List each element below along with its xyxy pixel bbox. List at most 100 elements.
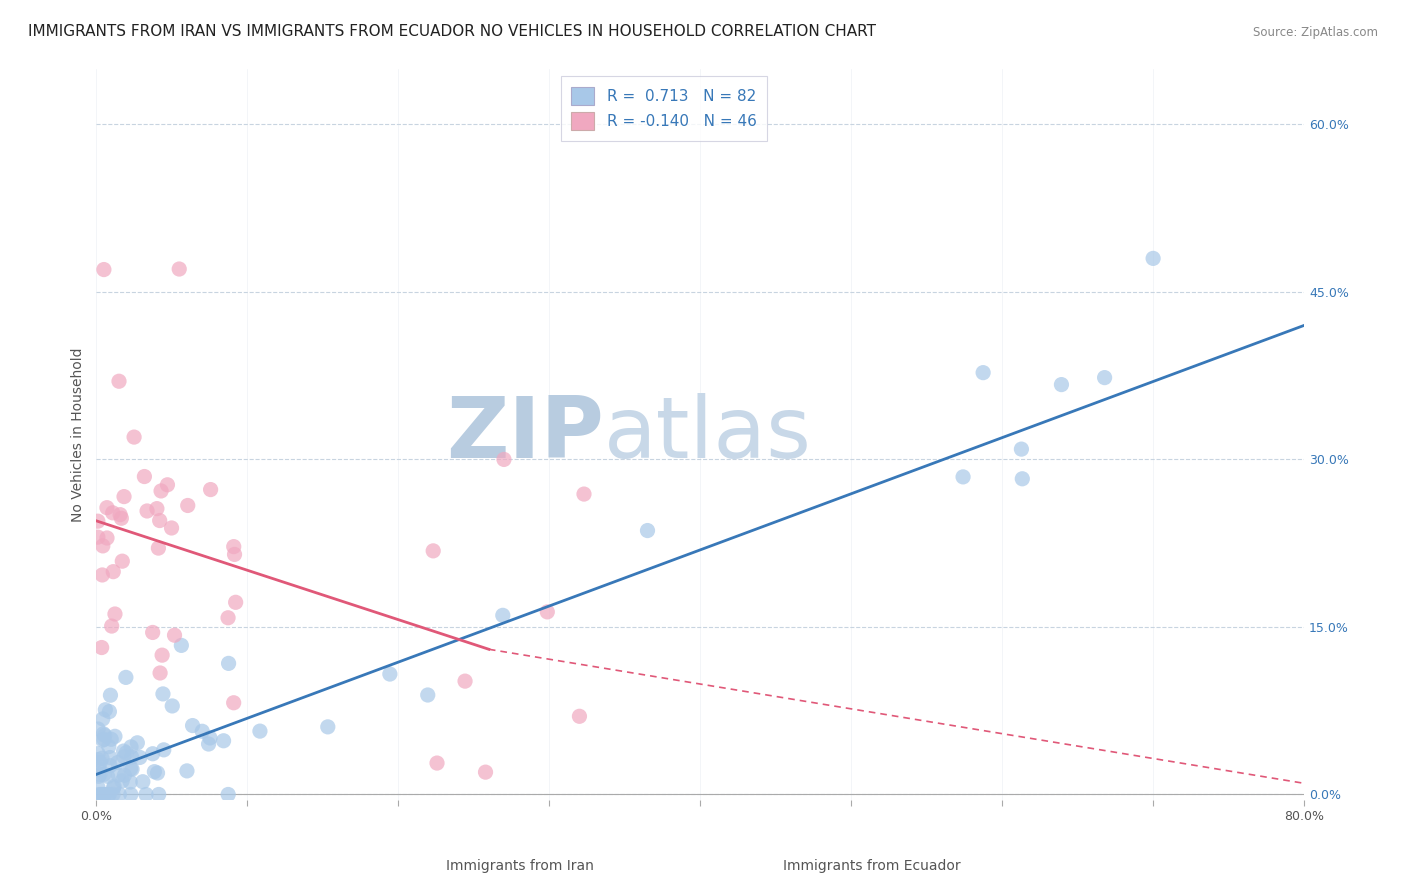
Point (150, 483, 173, 498)
Point (378, 667, 401, 681)
Point (91, 712, 114, 726)
Point (110, 511, 132, 525)
Point (87, 530, 110, 544)
Point (536, 605, 558, 619)
Point (112, 744, 135, 758)
Point (120, 775, 142, 789)
Point (637, 524, 659, 538)
Point (146, 501, 169, 516)
Point (90, 788, 112, 802)
Point (120, 739, 142, 754)
Point (93, 727, 115, 741)
Point (198, 731, 221, 745)
Point (218, 657, 240, 671)
Point (100, 688, 122, 702)
Point (93, 262, 115, 277)
Point (426, 756, 449, 770)
Point (1050, 377, 1073, 392)
Point (163, 628, 186, 642)
Point (162, 698, 184, 713)
Point (93, 767, 115, 781)
Point (492, 452, 515, 467)
Point (120, 788, 142, 802)
Point (87, 788, 110, 802)
Point (217, 611, 239, 625)
Point (89, 756, 111, 770)
Text: atlas: atlas (603, 392, 811, 475)
Point (96, 500, 118, 515)
Point (91, 733, 114, 747)
Point (249, 724, 271, 739)
Point (111, 773, 134, 788)
Point (97, 769, 120, 783)
Point (136, 504, 159, 518)
Point (181, 718, 204, 732)
Point (212, 733, 235, 747)
Text: ZIP: ZIP (446, 392, 603, 475)
Point (94, 703, 117, 717)
Point (107, 756, 129, 770)
Text: IMMIGRANTS FROM IRAN VS IMMIGRANTS FROM ECUADOR NO VEHICLES IN HOUSEHOLD CORRELA: IMMIGRANTS FROM IRAN VS IMMIGRANTS FROM … (28, 24, 876, 38)
Point (104, 607, 127, 621)
Point (200, 483, 222, 497)
Point (222, 540, 245, 554)
Point (112, 490, 135, 504)
Point (97, 788, 120, 802)
Point (217, 788, 239, 802)
Point (90, 640, 112, 655)
Point (104, 729, 127, 743)
Point (146, 766, 169, 780)
Point (224, 548, 246, 562)
Point (115, 746, 138, 760)
Point (108, 788, 131, 802)
Point (135, 788, 157, 802)
Point (121, 750, 143, 764)
Point (132, 774, 155, 789)
Point (142, 625, 165, 640)
Point (152, 743, 174, 757)
Text: Immigrants from Iran: Immigrants from Iran (446, 859, 595, 872)
Point (108, 374, 131, 388)
Point (93, 788, 115, 802)
Point (422, 544, 444, 558)
Point (91, 568, 114, 582)
Point (93, 732, 115, 747)
Point (96, 531, 118, 545)
Point (167, 262, 190, 277)
Point (191, 724, 214, 739)
Point (150, 648, 173, 662)
Point (568, 709, 591, 723)
Point (222, 696, 245, 710)
Point (1011, 472, 1033, 486)
Point (454, 674, 477, 689)
Point (101, 506, 124, 520)
Text: Immigrants from Ecuador: Immigrants from Ecuador (783, 859, 960, 872)
Point (148, 541, 170, 555)
Point (107, 768, 129, 782)
Point (91, 539, 114, 553)
Point (474, 765, 496, 780)
Point (91, 788, 114, 802)
Point (103, 779, 125, 793)
Point (87, 722, 110, 736)
Point (97, 739, 120, 754)
Point (149, 665, 172, 680)
Point (100, 732, 122, 747)
Point (87, 753, 110, 767)
Point (316, 720, 339, 734)
Point (115, 670, 138, 684)
Point (87, 769, 110, 783)
Point (170, 639, 193, 653)
Point (93, 788, 115, 802)
Point (1010, 442, 1032, 456)
Point (121, 762, 143, 776)
Point (103, 565, 125, 579)
Point (176, 764, 198, 778)
Point (89, 767, 111, 781)
Point (127, 736, 149, 750)
Point (120, 762, 142, 776)
Y-axis label: No Vehicles in Household: No Vehicles in Household (72, 347, 86, 522)
Point (98, 705, 121, 719)
Point (149, 514, 172, 528)
Point (87, 780, 110, 795)
